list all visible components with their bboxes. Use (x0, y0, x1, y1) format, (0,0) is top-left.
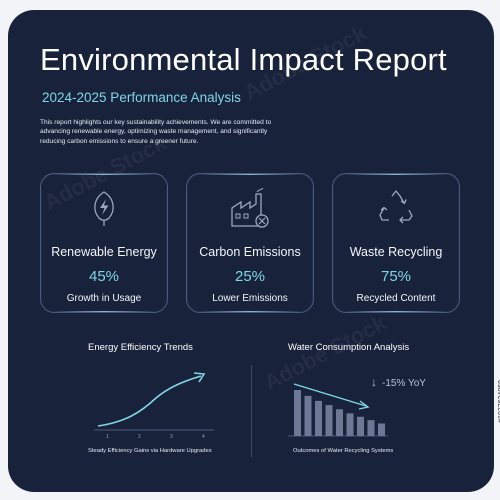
water-bar (378, 423, 385, 436)
tile-label: Waste Recycling (349, 245, 443, 259)
water-caption: Outcomes of Water Recycling Systems (293, 448, 394, 454)
water-bar (315, 400, 322, 436)
energy-trend-chart: 1 2 3 4 (86, 368, 216, 440)
tile-glow-bottom (345, 311, 447, 312)
page-title: Environmental Impact Report (40, 42, 447, 77)
tile-description: Lower Emissions (212, 293, 288, 304)
water-bar (304, 395, 312, 436)
water-bar (367, 420, 375, 436)
intro-text: This report highlights our key sustainab… (40, 119, 272, 145)
water-bar (346, 413, 354, 436)
tile-glow-bottom (199, 311, 301, 312)
trend-down-arrow-icon: ↓ (371, 375, 377, 389)
water-bar (357, 416, 364, 436)
water-bar-chart (288, 370, 398, 440)
water-section-title: Water Consumption Analysis (288, 342, 410, 353)
factory-icon (187, 188, 313, 230)
leaf-bolt-icon (41, 188, 167, 228)
x-tick: 3 (170, 434, 173, 440)
x-tick: 1 (106, 434, 109, 440)
tile-description: Growth in Usage (66, 293, 142, 304)
water-bar (294, 390, 301, 436)
tile-value: 75% (380, 268, 412, 285)
report-card: Adobe Stock Adobe Stock Adobe Stock Envi… (8, 10, 494, 492)
energy-section-title: Energy Efficiency Trends (88, 342, 193, 353)
page-subtitle: 2024-2025 Performance Analysis (42, 90, 241, 105)
x-tick: 2 (138, 434, 141, 440)
tile-description: Recycled Content (356, 293, 436, 304)
tile-carbon-emissions: Carbon Emissions 25% Lower Emissions (186, 173, 314, 313)
tile-value: 25% (234, 268, 266, 285)
tile-waste-recycling: Waste Recycling 75% Recycled Content (332, 173, 460, 313)
tile-label: Carbon Emissions (199, 245, 301, 259)
tile-label: Renewable Energy (51, 245, 157, 259)
x-tick: 4 (202, 434, 205, 440)
tile-glow-top (53, 174, 155, 175)
tile-renewable-energy: Renewable Energy 45% Growth in Usage (40, 173, 168, 313)
tile-glow-top (345, 174, 447, 175)
tile-value: 45% (88, 268, 120, 285)
section-divider (251, 365, 252, 457)
water-bar (336, 409, 343, 436)
water-bar (325, 405, 333, 436)
water-annotation: -15% YoY (382, 378, 426, 389)
tile-glow-top (199, 174, 301, 175)
recycle-icon (333, 188, 459, 228)
tile-glow-bottom (53, 311, 155, 312)
energy-caption: Steady Efficiency Gains via Hardware Upg… (88, 448, 212, 454)
